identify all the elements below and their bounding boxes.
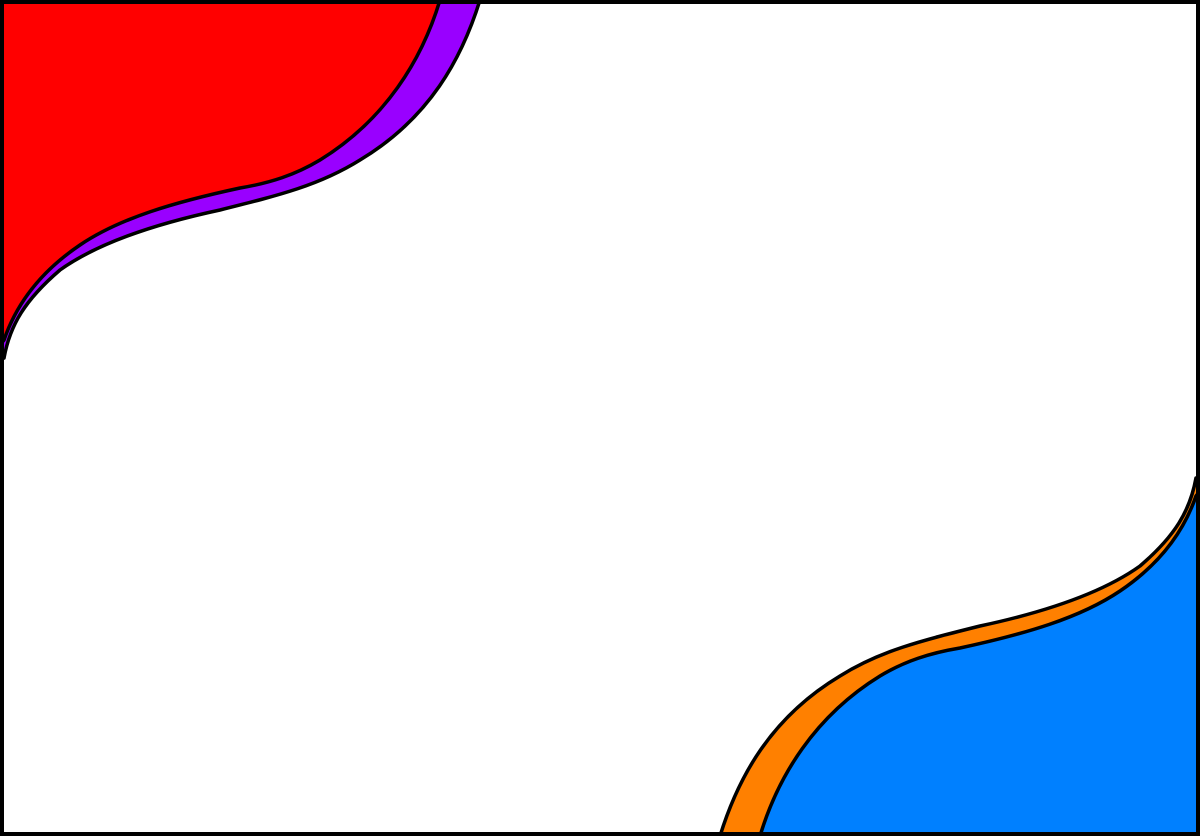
bottom-right-inner — [758, 489, 1200, 836]
bottom-right-corner-shapes — [718, 476, 1200, 836]
top-left-corner-shapes — [0, 0, 482, 360]
top-left-inner — [0, 0, 442, 347]
